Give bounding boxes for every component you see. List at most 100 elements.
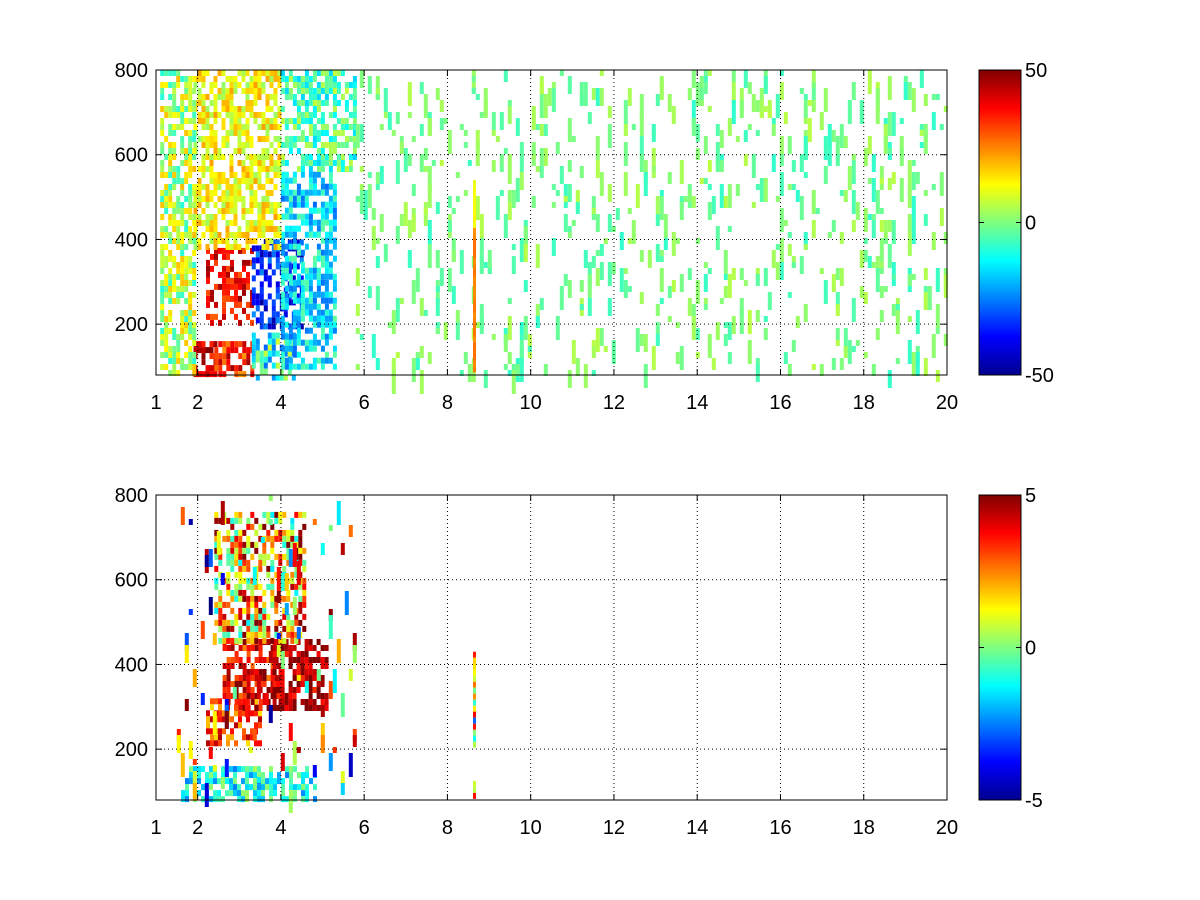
top-heatmap-cell (655, 334, 660, 346)
top-heatmap-cell (871, 262, 876, 268)
top-heatmap-cell (839, 268, 844, 286)
top-heatmap-cell (271, 251, 276, 258)
top-heatmap-cell (811, 100, 816, 112)
top-heatmap-cell (723, 322, 728, 328)
top-heatmap-cell (419, 154, 424, 172)
top-heatmap-cell (245, 100, 250, 106)
top-heatmap-cell (304, 285, 309, 292)
top-heatmap-cell (255, 338, 260, 345)
top-heatmap-cell (172, 202, 177, 208)
top-heatmap-cell (473, 252, 476, 259)
top-heatmap-cell (277, 124, 282, 130)
top-heatmap-cell (320, 100, 325, 106)
top-heatmap-cell (292, 118, 297, 124)
top-heatmap-cell (308, 327, 313, 334)
bottom-heatmap-cell (301, 772, 305, 779)
top-heatmap-cell (255, 293, 260, 300)
top-heatmap-cell (251, 344, 256, 351)
top-heatmap-cell (300, 189, 305, 196)
top-heatmap-cell (779, 262, 784, 280)
top-heatmap-cell (308, 225, 313, 232)
top-heatmap-cell (172, 346, 177, 352)
bottom-heatmap-cell (238, 529, 243, 536)
top-heatmap-cell (367, 172, 372, 178)
top-heatmap-cell (197, 70, 202, 76)
bottom-heatmap-cell (222, 675, 227, 681)
top-heatmap-cell (324, 76, 329, 82)
top-heatmap-cell (300, 82, 305, 88)
bottom-colorbar-tick-label: 5 (1025, 485, 1036, 507)
bottom-heatmap-cell (176, 735, 181, 753)
top-heatmap-cell (188, 334, 193, 340)
top-heatmap-cell (316, 219, 321, 226)
top-heatmap-cell (259, 293, 264, 300)
top-heatmap-cell (879, 286, 884, 298)
top-heatmap-cell (787, 232, 792, 238)
top-heatmap-cell (639, 136, 644, 160)
top-heatmap-cell (320, 183, 325, 190)
bottom-heatmap-cell (292, 675, 297, 681)
top-heatmap-cell (811, 70, 816, 88)
top-heatmap-cell (284, 171, 289, 178)
top-heatmap-cell (225, 190, 230, 196)
top-heatmap-cell (312, 261, 317, 268)
top-heatmap-cell (288, 327, 293, 334)
top-heatmap-cell (304, 112, 309, 118)
top-heatmap-cell (261, 148, 266, 154)
top-heatmap-cell (879, 238, 884, 262)
bottom-heatmap-cell (210, 716, 214, 723)
top-heatmap-cell (320, 255, 325, 262)
bottom-heatmap-cell (332, 669, 337, 693)
top-heatmap-cell (316, 70, 321, 76)
top-heatmap-cell (265, 172, 270, 178)
top-heatmap-cell (205, 365, 210, 372)
top-heatmap-cell (217, 208, 222, 214)
top-heatmap-cell (371, 226, 376, 250)
top-heatmap-cell (271, 269, 276, 276)
top-heatmap-cell (253, 220, 258, 226)
bottom-heatmap-cell (348, 753, 353, 777)
top-heatmap-cell (795, 316, 800, 328)
bottom-heatmap-cell (297, 772, 301, 779)
top-heatmap-cell (233, 148, 238, 154)
bottom-heatmap-cell (226, 577, 231, 584)
top-heatmap-cell (180, 76, 185, 82)
bottom-heatmap-cell (242, 645, 247, 651)
top-heatmap-cell (226, 265, 230, 272)
top-heatmap-cell (332, 273, 337, 280)
top-heatmap-cell (336, 130, 341, 136)
top-heatmap-cell (180, 112, 185, 118)
bottom-heatmap-cell (246, 669, 251, 675)
bottom-heatmap-cell (253, 784, 257, 791)
bottom-heatmap-cell (213, 778, 217, 785)
bottom-heatmap-cell (286, 619, 291, 626)
top-heatmap-cell (241, 142, 246, 148)
bottom-heatmap-cell (276, 687, 281, 693)
bottom-heatmap-cell (298, 547, 303, 554)
top-heatmap-cell (192, 238, 197, 244)
bottom-heatmap-cell (246, 517, 251, 524)
bottom-heatmap-cell (264, 693, 269, 705)
bottom-heatmap-cell (280, 699, 285, 705)
bottom-heatmap-cell (238, 565, 243, 572)
top-heatmap-cell (287, 350, 292, 357)
top-heatmap-cell (787, 184, 792, 190)
top-heatmap-cell (839, 358, 844, 370)
top-heatmap-cell (344, 118, 349, 124)
top-heatmap-cell (242, 277, 246, 284)
top-heatmap-cell (359, 166, 364, 172)
bottom-heatmap-cell (242, 710, 246, 717)
top-heatmap-cell (459, 370, 464, 376)
bottom-heatmap-cell (226, 693, 231, 699)
bottom-heatmap-cell (197, 790, 201, 797)
top-heatmap-cell (188, 292, 193, 298)
top-heatmap-cell (213, 142, 218, 148)
top-heatmap-cell (599, 244, 604, 256)
top-heatmap-cell (172, 334, 177, 340)
top-heatmap-cell (535, 166, 540, 172)
top-heatmap-cell (251, 245, 256, 252)
top-heatmap-cell (296, 148, 301, 154)
top-heatmap-cell (245, 172, 250, 178)
bottom-heatmap-cell (266, 657, 271, 663)
top-heatmap-cell (201, 76, 206, 82)
